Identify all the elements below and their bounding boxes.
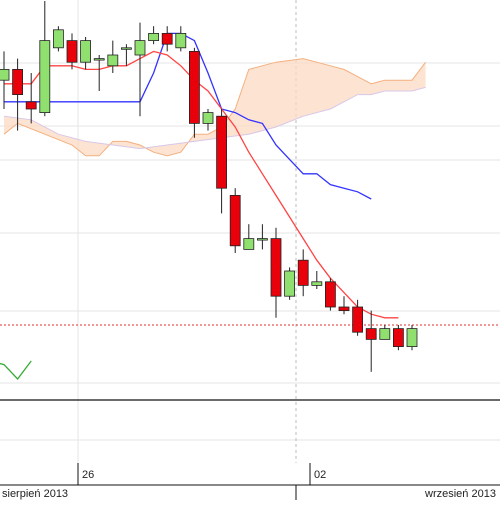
candle-body-bullish xyxy=(107,54,119,67)
candle-body-bullish xyxy=(256,238,268,241)
candle-body-bullish xyxy=(53,29,64,49)
ichimoku-cloud xyxy=(3,58,426,157)
month-label-august: sierpień 2013 xyxy=(2,488,68,500)
candle-18 xyxy=(243,224,255,250)
candle-1 xyxy=(12,58,24,131)
candle-14 xyxy=(188,47,200,138)
candle-body-bearish xyxy=(161,33,173,45)
candle-0 xyxy=(0,51,10,109)
candle-2 xyxy=(25,73,37,124)
candle-body-bullish xyxy=(311,281,323,286)
candle-5 xyxy=(66,33,78,70)
candle-body-bullish xyxy=(93,58,105,61)
candle-body-bearish xyxy=(270,238,282,297)
candle-body-bullish xyxy=(148,33,160,42)
senkou-span-a-line xyxy=(3,58,426,157)
candle-body-bullish xyxy=(0,69,10,81)
candle-body-bearish xyxy=(25,101,37,110)
candle-body-bearish xyxy=(216,115,228,189)
grid xyxy=(0,0,500,463)
candle-25 xyxy=(338,296,350,315)
candle-10 xyxy=(134,22,146,117)
x-axis: 26 02 sierpień 2013 wrzesień 2013 xyxy=(0,399,500,500)
candle-body-bearish xyxy=(392,328,404,348)
candle-9 xyxy=(121,44,132,66)
candle-body-bullish xyxy=(80,40,91,63)
candle-body-bullish xyxy=(243,238,255,250)
candle-27 xyxy=(365,310,377,372)
candles xyxy=(0,1,418,372)
candle-body-bearish xyxy=(338,306,350,311)
candle-8 xyxy=(107,40,119,73)
candle-body-bearish xyxy=(229,194,241,247)
candle-17 xyxy=(229,188,241,253)
candle-20 xyxy=(270,227,282,318)
candle-13 xyxy=(175,26,187,52)
candle-12 xyxy=(161,26,173,52)
candle-4 xyxy=(53,26,64,52)
indicator-lines xyxy=(0,32,500,381)
x-tick-label-26: 26 xyxy=(82,469,94,481)
candle-29 xyxy=(392,325,404,351)
candle-6 xyxy=(80,37,91,70)
candle-21 xyxy=(284,267,296,300)
tenkan-sen-line xyxy=(4,50,399,319)
candle-body-bullish xyxy=(284,270,296,297)
candle-15 xyxy=(202,109,214,131)
candle-body-bearish xyxy=(12,69,24,96)
candle-body-bullish xyxy=(39,40,51,113)
candle-body-bullish xyxy=(175,33,187,49)
candle-23 xyxy=(311,271,323,289)
senkou-span-b-line xyxy=(3,86,426,150)
candle-28 xyxy=(379,325,391,340)
candle-body-bearish xyxy=(352,306,364,333)
candle-body-bullish xyxy=(379,328,391,340)
candle-body-bullish xyxy=(406,328,418,348)
candle-body-bullish xyxy=(134,40,146,56)
candle-body-bearish xyxy=(188,51,200,124)
cloud-fill xyxy=(4,58,426,156)
candle-7 xyxy=(93,55,105,91)
candle-11 xyxy=(148,26,160,45)
candle-19 xyxy=(256,224,268,250)
month-label-september: wrzesień 2013 xyxy=(424,488,496,500)
candle-22 xyxy=(297,249,309,297)
kijun-sen-line xyxy=(4,32,372,200)
candle-26 xyxy=(352,299,364,336)
x-tick-label-02: 02 xyxy=(314,469,326,481)
candle-body-bullish xyxy=(202,112,214,124)
candle-body-bullish xyxy=(121,47,132,50)
candle-body-bearish xyxy=(365,328,377,340)
candle-16 xyxy=(216,109,228,214)
candle-body-bearish xyxy=(66,40,78,63)
candle-24 xyxy=(324,278,336,311)
candle-3 xyxy=(39,1,51,117)
chikou-span-line xyxy=(0,360,32,381)
candle-30 xyxy=(406,325,418,351)
candle-body-bearish xyxy=(297,259,309,286)
candle-body-bearish xyxy=(324,281,336,308)
